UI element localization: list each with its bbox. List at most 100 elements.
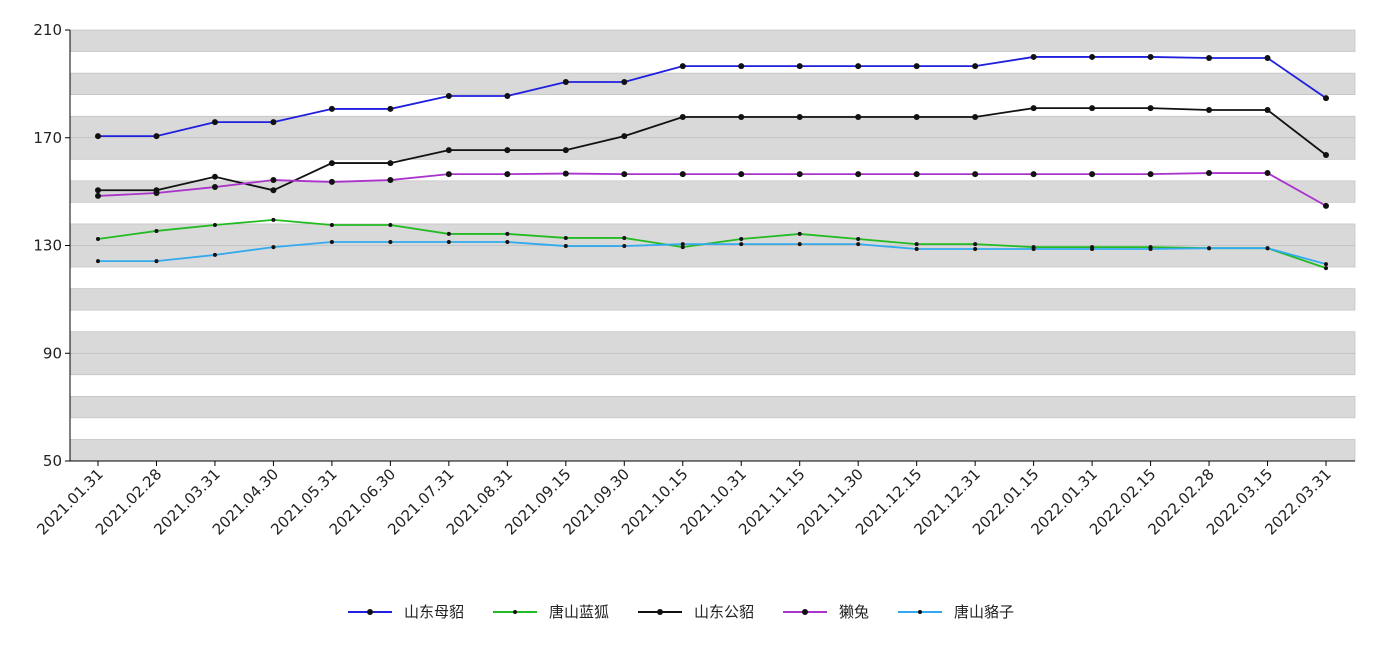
- point: [211, 173, 218, 180]
- point: [679, 171, 686, 178]
- point: [328, 105, 335, 112]
- point: [913, 114, 920, 121]
- point: [445, 92, 452, 99]
- y-tick-label: 90: [43, 344, 62, 362]
- series-line: [98, 56, 1327, 138]
- grid-band: [69, 72, 1356, 95]
- point: [387, 105, 394, 112]
- point: [95, 192, 101, 199]
- point: [1030, 105, 1037, 112]
- point: [1323, 151, 1329, 158]
- point: [914, 247, 919, 252]
- point: [972, 171, 979, 178]
- legend-label: 唐山貉子: [954, 603, 1014, 621]
- point: [797, 242, 802, 247]
- y-tick-label: 50: [43, 452, 62, 470]
- point: [153, 189, 160, 196]
- point: [445, 147, 452, 154]
- series-line: [98, 241, 1327, 265]
- point: [679, 63, 686, 70]
- point: [388, 223, 393, 228]
- point: [1264, 170, 1271, 177]
- point: [329, 239, 334, 244]
- point: [1089, 53, 1096, 60]
- point: [271, 245, 276, 250]
- grid-band: [69, 331, 1356, 354]
- point: [1030, 171, 1037, 178]
- legend-label: 山东母貂: [404, 603, 464, 621]
- grid-band: [69, 288, 1356, 311]
- point: [445, 171, 452, 178]
- legend-marker: [657, 609, 663, 615]
- point: [329, 223, 334, 228]
- point: [387, 177, 394, 184]
- point: [328, 160, 335, 167]
- point: [328, 178, 335, 185]
- point: [154, 228, 159, 233]
- point: [796, 114, 803, 121]
- grid-band: [69, 352, 1356, 376]
- point: [563, 244, 568, 249]
- y-tick-label: 130: [33, 237, 62, 255]
- grid-band: [69, 115, 1356, 139]
- point: [856, 237, 861, 242]
- series-line: [98, 107, 1327, 192]
- point: [271, 217, 276, 222]
- point: [1264, 107, 1271, 114]
- point: [1089, 171, 1096, 178]
- point: [212, 223, 217, 228]
- point: [914, 242, 919, 247]
- point: [563, 235, 568, 240]
- point: [1324, 266, 1328, 271]
- legend-marker: [513, 610, 517, 614]
- point: [1090, 247, 1095, 252]
- point: [973, 247, 978, 252]
- grid-band: [69, 396, 1356, 419]
- point: [1206, 107, 1213, 114]
- point: [1031, 247, 1036, 252]
- point: [1148, 247, 1153, 252]
- point: [797, 231, 802, 236]
- grid-band: [69, 439, 1356, 462]
- point: [212, 252, 217, 257]
- point: [796, 63, 803, 70]
- grid-band: [69, 180, 1356, 203]
- point: [270, 119, 277, 126]
- point: [1030, 53, 1037, 60]
- grid-band: [69, 137, 1356, 160]
- point: [972, 114, 979, 121]
- point: [1147, 105, 1154, 112]
- point: [96, 237, 100, 242]
- point: [562, 147, 569, 154]
- point: [855, 114, 862, 121]
- point: [680, 242, 685, 247]
- point: [739, 237, 744, 242]
- point: [387, 160, 394, 167]
- point: [504, 171, 511, 178]
- legend-label: 唐山蓝狐: [549, 603, 609, 621]
- point: [270, 187, 277, 194]
- point: [154, 259, 159, 264]
- point: [153, 133, 160, 140]
- point: [622, 244, 627, 249]
- legend-label: 獭兔: [839, 603, 869, 621]
- point: [1206, 55, 1213, 62]
- point: [1147, 53, 1154, 60]
- point: [973, 242, 978, 247]
- point: [1323, 202, 1329, 209]
- point: [562, 78, 569, 85]
- point: [505, 231, 510, 236]
- grid-band: [69, 29, 1356, 52]
- point: [739, 242, 744, 247]
- legend-label: 山东公貂: [694, 603, 754, 621]
- point: [388, 239, 393, 244]
- point: [855, 171, 862, 178]
- point: [211, 119, 218, 126]
- point: [856, 242, 861, 247]
- point: [1323, 95, 1329, 102]
- y-tick-label: 170: [33, 129, 62, 147]
- point: [621, 133, 628, 140]
- point: [1207, 246, 1212, 251]
- point: [1324, 262, 1328, 267]
